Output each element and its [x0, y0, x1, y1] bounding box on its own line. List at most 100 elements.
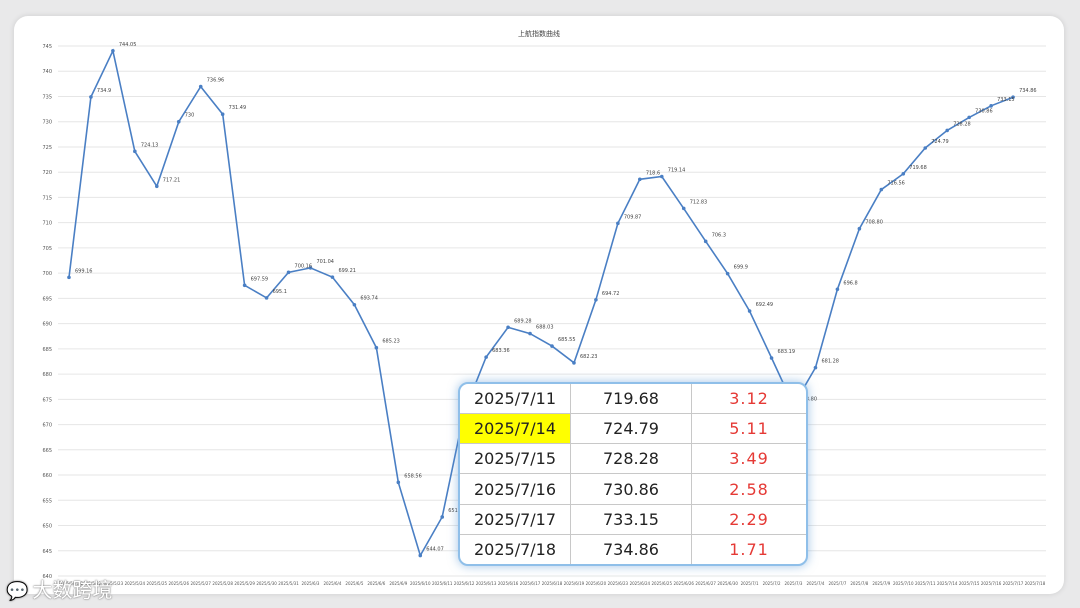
data-point: [352, 302, 357, 307]
x-tick-label: 2025/7/18: [1025, 581, 1046, 586]
data-point: [989, 104, 993, 108]
x-tick-label: 2025/5/29: [234, 581, 255, 586]
data-point: [659, 174, 664, 179]
watermark: 💬 大数跨境: [6, 574, 112, 603]
y-tick-label: 680: [42, 372, 52, 378]
data-label: 719.14: [668, 168, 686, 174]
y-tick-label: 715: [42, 195, 52, 201]
data-point: [967, 115, 971, 120]
data-label: 709.87: [624, 214, 642, 220]
x-tick-label: 2025/5/24: [125, 581, 146, 586]
table-cell-date: 2025/7/17: [460, 504, 571, 535]
x-tick-label: 2025/5/28: [212, 581, 233, 586]
data-label: 701.04: [316, 259, 334, 265]
x-tick-label: 2025/6/5: [345, 581, 363, 586]
data-label: 689.28: [514, 318, 532, 324]
x-tick-label: 2025/6/18: [542, 581, 563, 586]
data-point: [747, 309, 752, 313]
data-point: [813, 365, 818, 370]
data-label: 734.86: [1019, 88, 1037, 94]
data-point: [923, 146, 928, 150]
data-point: [220, 112, 225, 116]
x-tick-label: 2025/6/20: [586, 581, 607, 586]
x-tick-label: 2025/7/16: [981, 581, 1002, 586]
data-point: [725, 271, 730, 276]
grid-lines: [58, 45, 1046, 577]
data-point: [572, 361, 576, 365]
y-tick-label: 645: [42, 549, 52, 555]
table-row: 2025/7/16 730.86 2.58: [460, 473, 806, 505]
table-cell-close: 730.86: [570, 473, 692, 505]
y-tick-label: 660: [42, 473, 52, 479]
data-label: 682.23: [580, 354, 598, 360]
x-tick-label: 2025/6/27: [695, 581, 716, 586]
y-tick-label: 675: [42, 397, 52, 403]
x-tick-label: 2025/5/22: [81, 581, 102, 586]
x-tick-label: 2025/5/27: [190, 581, 211, 586]
x-tick-label: 2025/7/3: [785, 581, 803, 586]
table-cell-close: 733.15: [570, 504, 692, 535]
data-point: [616, 221, 620, 226]
data-label: 706.3: [712, 232, 726, 238]
data-label: 718.6: [646, 170, 660, 176]
y-tick-label: 735: [42, 94, 52, 100]
y-tick-label: 690: [42, 322, 52, 328]
data-point: [594, 297, 598, 302]
table-cell-change: 2.29: [691, 504, 806, 535]
table-cell-date: 2025/7/16: [460, 473, 571, 505]
data-point: [835, 287, 840, 292]
x-tick-label: 2025/6/9: [389, 581, 407, 586]
data-label: 719.68: [909, 165, 927, 171]
table-cell-close: 724.79: [570, 413, 692, 445]
x-tick-label: 2025/7/10: [893, 581, 914, 586]
y-tick-label: 725: [42, 145, 52, 151]
data-point: [484, 355, 488, 359]
x-tick-label: 2025/7/8: [850, 581, 868, 586]
data-point: [330, 275, 335, 279]
data-point: [242, 283, 247, 288]
y-tick-label: 650: [42, 524, 52, 530]
x-tick-label: 2025/6/16: [498, 581, 519, 586]
data-label: 697.59: [251, 276, 269, 282]
y-tick-label: 685: [42, 347, 52, 353]
table-cell-change: 2.58: [691, 473, 806, 505]
x-tick-label: 2025/5/21: [59, 581, 80, 586]
data-points: [67, 48, 1015, 558]
y-tick-label: 740: [42, 69, 52, 75]
data-point: [901, 172, 906, 176]
data-point: [879, 187, 884, 192]
chart-title: 上航指数曲线: [518, 29, 560, 38]
table-row: 2025/7/18 734.86 1.71: [460, 534, 806, 564]
data-point: [89, 95, 93, 99]
y-tick-label: 655: [42, 498, 52, 504]
data-label: 744.05: [119, 42, 137, 48]
data-point: [308, 266, 313, 270]
data-label: 712.83: [690, 199, 708, 205]
chart-card: 640 645 650 655 660 665 670 675 680 685 690 695 700 7…: [14, 16, 1064, 594]
y-tick-label: 695: [42, 296, 52, 302]
data-point: [286, 270, 291, 275]
data-point: [769, 356, 774, 360]
data-label: 683.19: [778, 349, 796, 355]
data-label: 724.79: [931, 139, 949, 145]
data-label: 699.9: [734, 265, 748, 271]
table-cell-close: 734.86: [570, 534, 692, 564]
table-cell-close: 719.68: [570, 384, 692, 415]
x-tick-label: 2025/5/30: [256, 581, 277, 586]
x-tick-label: 2025/7/2: [763, 581, 781, 586]
x-tick-label: 2025/6/24: [630, 581, 651, 586]
x-tick-label: 2025/6/30: [717, 581, 738, 586]
data-label: 717.21: [163, 177, 181, 183]
y-tick-label: 700: [42, 271, 52, 277]
x-tick-label: 2025/6/23: [608, 581, 629, 586]
data-point: [374, 345, 379, 350]
data-label: 693.74: [360, 296, 378, 302]
data-point: [155, 184, 159, 189]
table-cell-change: 3.49: [691, 443, 806, 475]
x-tick-labels: 2025/5/21 2025/5/22 2025/5/23 2025/5/24 2025…: [59, 581, 1046, 586]
table-cell-change: 5.11: [691, 413, 806, 445]
data-labels: 699.16 734.9 744.05 724.13 717.21 730 736.96 73…: [75, 42, 1037, 553]
data-label: 696.8: [843, 280, 857, 286]
data-label: 658.56: [404, 473, 422, 479]
data-point: [703, 239, 708, 244]
